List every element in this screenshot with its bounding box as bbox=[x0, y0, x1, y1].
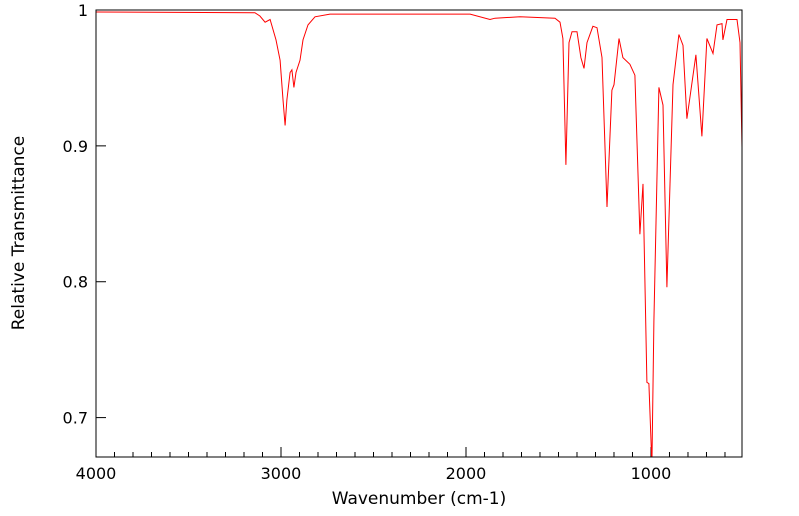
x-axis-label: Wavenumber (cm-1) bbox=[332, 489, 507, 509]
x-tick-label: 1000 bbox=[631, 464, 672, 483]
axis-ticks: 4000 3000 2000 1000 1 0.9 0.8 0.7 bbox=[63, 1, 726, 483]
x-tick-label: 2000 bbox=[446, 464, 487, 483]
x-tick-label: 3000 bbox=[261, 464, 302, 483]
y-tick-label: 0.9 bbox=[63, 137, 88, 156]
plot-frame bbox=[95, 9, 743, 458]
y-tick-label: 0.8 bbox=[63, 273, 88, 292]
x-tick-label: 4000 bbox=[76, 464, 117, 483]
y-tick-label: 1 bbox=[78, 1, 88, 20]
spectrum-line bbox=[96, 11, 742, 457]
y-axis-label: Relative Transmittance bbox=[9, 136, 29, 331]
y-tick-label: 0.7 bbox=[63, 409, 88, 428]
